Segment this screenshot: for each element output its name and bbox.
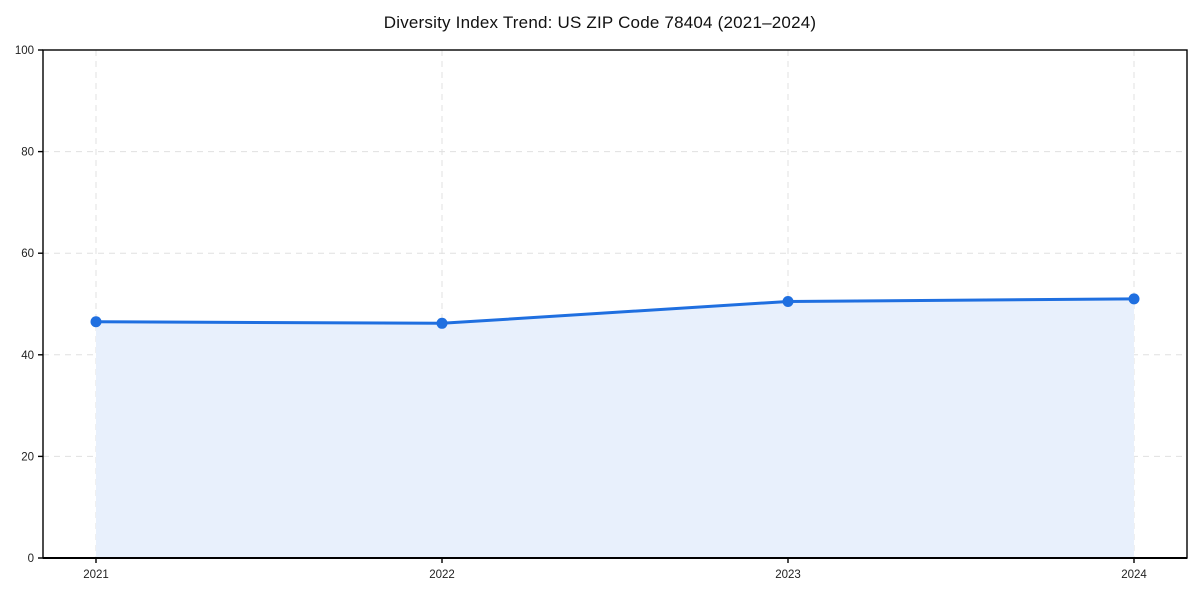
trend-line xyxy=(94,297,1136,325)
y-tick-label: 20 xyxy=(21,451,34,463)
x-tick-label: 2022 xyxy=(429,569,455,581)
data-point-2021 xyxy=(90,316,102,328)
y-tick-label: 40 xyxy=(21,350,34,362)
x-tick-label: 2021 xyxy=(83,569,109,581)
y-tick-label: 60 xyxy=(21,248,34,260)
x-tick-label: 2024 xyxy=(1121,569,1147,581)
data-point-2023 xyxy=(782,295,794,307)
y-tick-label: 0 xyxy=(28,553,34,565)
x-tick-label: 2023 xyxy=(775,569,801,581)
y-tick-label: 80 xyxy=(21,147,34,159)
data-point-2022 xyxy=(436,317,448,329)
data-point-2024 xyxy=(1128,293,1140,305)
area-fill xyxy=(96,298,1134,558)
y-tick-label: 100 xyxy=(15,45,34,57)
chart-title: Diversity Index Trend: US ZIP Code 78404… xyxy=(383,13,817,32)
